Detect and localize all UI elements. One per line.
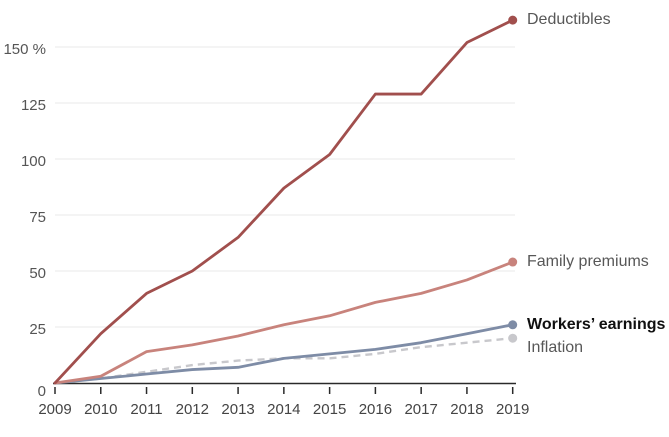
series-label-inflation: Inflation: [527, 338, 584, 356]
y-tick-label: 75: [29, 209, 46, 226]
y-tick-label: 25: [29, 321, 46, 338]
series-label-workers-earnings: Workers’ earnings: [527, 315, 666, 333]
x-tick-label: 2009: [38, 401, 72, 418]
series-end-dot-3: [508, 333, 518, 343]
series-end-dot-1: [508, 257, 518, 267]
y-tick-label: 100: [20, 153, 46, 170]
series-end-dot-0: [508, 15, 518, 25]
series-label-family-premiums: Family premiums: [527, 253, 649, 271]
series-line-2: [53, 323, 515, 385]
x-tick-label: 2019: [496, 401, 530, 418]
y-tick-label: 125: [20, 97, 46, 114]
x-tick-label: 2018: [450, 401, 484, 418]
series-line-0: [53, 18, 515, 385]
y-tick-label: 50: [29, 265, 46, 282]
series-end-dot-2: [508, 320, 518, 330]
x-tick-label: 2010: [84, 401, 118, 418]
x-tick-label: 2017: [404, 401, 438, 418]
series-line-1: [53, 260, 515, 385]
x-tick-label: 2015: [312, 401, 347, 418]
series-label-deductibles: Deductibles: [527, 11, 611, 29]
y-tick-label: 0: [37, 383, 46, 400]
x-tick-label: 2012: [175, 401, 209, 418]
x-tick-label: 2013: [221, 401, 255, 418]
y-tick-label: 150 %: [3, 41, 46, 58]
x-tick-label: 2016: [358, 401, 393, 418]
x-tick-label: 2011: [130, 401, 163, 418]
x-tick-label: 2014: [267, 401, 301, 418]
